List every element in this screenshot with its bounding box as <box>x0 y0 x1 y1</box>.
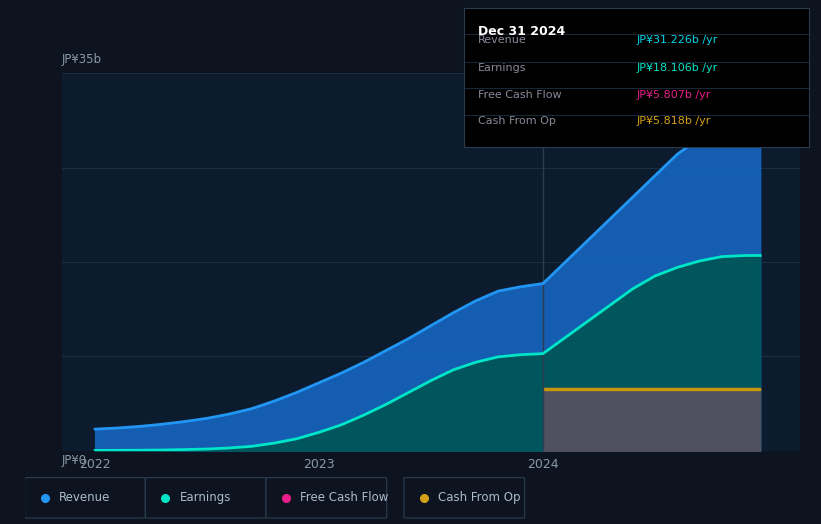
FancyBboxPatch shape <box>25 477 145 518</box>
Text: Earnings: Earnings <box>180 492 232 504</box>
Text: Revenue: Revenue <box>59 492 111 504</box>
Text: Earnings: Earnings <box>478 63 526 73</box>
Text: Free Cash Flow: Free Cash Flow <box>478 90 562 100</box>
Text: JP¥5.818b /yr: JP¥5.818b /yr <box>636 116 711 126</box>
FancyBboxPatch shape <box>145 477 266 518</box>
Text: JP¥5.807b /yr: JP¥5.807b /yr <box>636 90 711 100</box>
Text: JP¥35b: JP¥35b <box>62 53 102 66</box>
Text: JP¥18.106b /yr: JP¥18.106b /yr <box>636 63 718 73</box>
FancyBboxPatch shape <box>404 477 525 518</box>
Text: Revenue: Revenue <box>478 35 526 46</box>
Text: Free Cash Flow: Free Cash Flow <box>300 492 389 504</box>
Text: JP¥31.226b /yr: JP¥31.226b /yr <box>636 35 718 46</box>
Text: Cash From Op: Cash From Op <box>478 116 556 126</box>
Text: Past: Past <box>550 84 575 97</box>
Text: JP¥0: JP¥0 <box>62 454 87 467</box>
Text: Dec 31 2024: Dec 31 2024 <box>478 25 565 38</box>
Text: Cash From Op: Cash From Op <box>438 492 521 504</box>
FancyBboxPatch shape <box>266 477 387 518</box>
